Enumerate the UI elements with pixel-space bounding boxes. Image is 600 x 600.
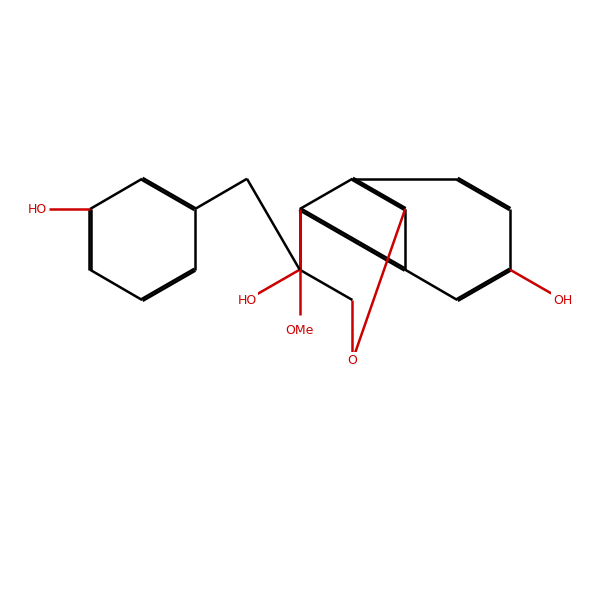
Text: HO: HO: [238, 293, 257, 307]
Text: OMe: OMe: [286, 324, 314, 337]
Text: O: O: [347, 354, 358, 367]
Text: HO: HO: [28, 203, 47, 215]
Text: OH: OH: [553, 293, 572, 307]
